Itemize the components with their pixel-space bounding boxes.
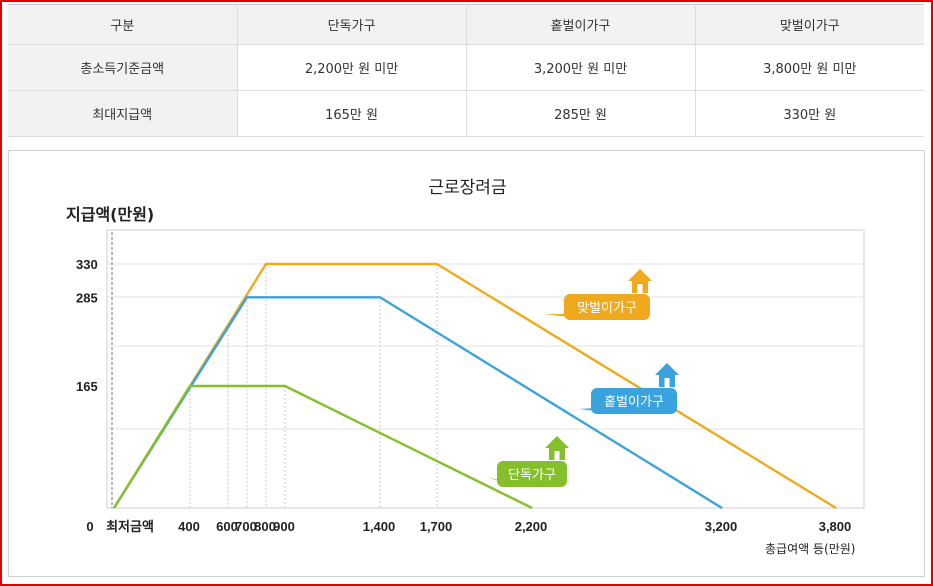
table-cell: 3,800만 원 미만: [695, 44, 924, 91]
row-label: 총소득기준금액: [8, 44, 238, 91]
house-icon: [637, 284, 643, 293]
x-tick-label: 3,200: [705, 519, 738, 534]
table-cell: 165만 원: [237, 90, 467, 137]
table-cell: 330만 원: [695, 90, 924, 137]
x-tick-label: 900: [273, 519, 295, 534]
house-icon: [554, 451, 560, 460]
chart-title: 근로장려금: [428, 178, 507, 198]
legend-label: 맞벌이가구: [577, 301, 637, 316]
row-label: 최대지급액: [8, 90, 238, 137]
house-icon: [545, 436, 569, 448]
chart-container: 근로장려금 지급액(만원) 총급여액 등(만원) 165 285 330 0 최저금액 4…: [8, 150, 925, 577]
table-row: 최대지급액 165만 원 285만 원 330만 원: [8, 90, 924, 137]
eligibility-table: 구분 단독가구 홑벌이가구 맞벌이가구 총소득기준금액 2,200만 원 미만 …: [8, 4, 924, 137]
series-line: [112, 384, 533, 510]
legend-badge: [497, 461, 567, 487]
legend-label: 홑벌이가구: [604, 395, 664, 410]
x-tick-label: 1,700: [420, 519, 453, 534]
y-tick-label: 285: [76, 290, 98, 305]
x-tick-label: 800: [254, 519, 276, 534]
x-tick-label: 1,400: [363, 519, 396, 534]
table-cell: 285만 원: [466, 90, 696, 137]
legend-badge: [564, 294, 650, 320]
legend-label: 단독가구: [508, 468, 556, 483]
y-axis-label: 지급액(만원): [66, 205, 155, 224]
house-icon: [628, 269, 652, 281]
header-cell: 맞벌이가구: [695, 4, 924, 45]
x-axis-label: 총급여액 등(만원): [765, 542, 856, 556]
header-cell: 구분: [8, 4, 238, 45]
y-tick-label: 165: [76, 379, 98, 394]
plot-area: [106, 229, 865, 509]
table-row: 총소득기준금액 2,200만 원 미만 3,200만 원 미만 3,800만 원…: [8, 44, 924, 91]
table-header-row: 구분 단독가구 홑벌이가구 맞벌이가구: [8, 4, 924, 45]
x-tick-label: 0: [86, 519, 93, 534]
header-cell: 단독가구: [237, 4, 467, 45]
x-tick-label: 2,200: [515, 519, 548, 534]
table-cell: 2,200만 원 미만: [237, 44, 467, 91]
house-icon: [664, 378, 670, 387]
x-min-label: 최저금액: [106, 519, 154, 534]
x-tick-label: 600: [216, 519, 238, 534]
x-tick-label: 400: [178, 519, 200, 534]
house-icon: [655, 363, 679, 375]
legend-badge: [591, 388, 677, 414]
header-cell: 홑벌이가구: [466, 4, 696, 45]
x-tick-label: 3,800: [819, 519, 852, 534]
y-tick-label: 330: [76, 257, 98, 272]
x-tick-label: 700: [235, 519, 257, 534]
table-cell: 3,200만 원 미만: [466, 44, 696, 91]
